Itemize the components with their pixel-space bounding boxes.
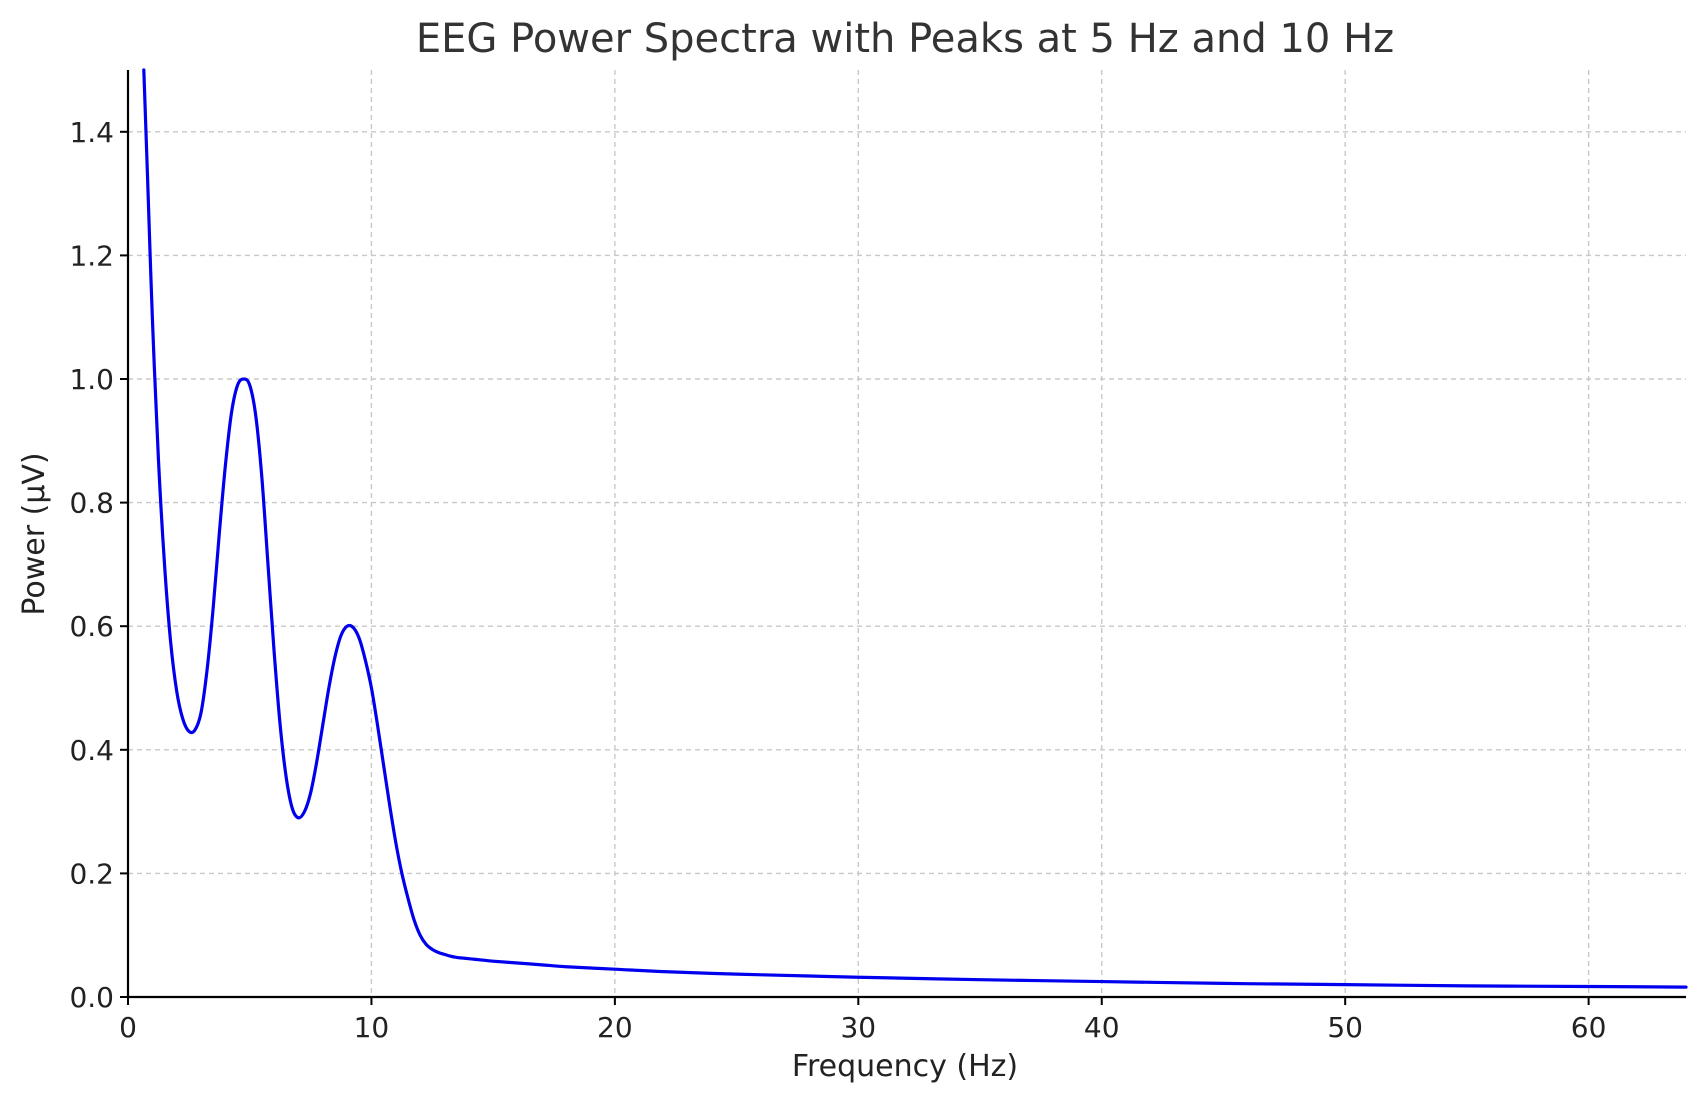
x-tick-label: 40: [1084, 1011, 1120, 1044]
axes: [126, 70, 1686, 999]
series-line: [142, 68, 1688, 989]
x-axis-ticks: 0 10 20 30 40 50 60: [119, 997, 1606, 1044]
y-tick-label: 0.2: [69, 857, 114, 890]
x-tick-label: 0: [119, 1011, 137, 1044]
y-axis-ticks: 0.0 0.2 0.4 0.6 0.8 1.0 1.2 1.4: [69, 116, 128, 1014]
y-tick-label: 0.0: [69, 981, 114, 1014]
x-axis-label: Frequency (Hz): [792, 1049, 1018, 1084]
y-tick-label: 1.0: [69, 363, 114, 396]
x-tick-label: 20: [597, 1011, 633, 1044]
x-tick-label: 60: [1571, 1011, 1607, 1044]
plot-lines: [142, 68, 1688, 989]
y-tick-label: 0.6: [69, 610, 114, 643]
y-tick-label: 0.8: [69, 487, 114, 520]
x-tick-label: 10: [354, 1011, 390, 1044]
y-tick-label: 1.4: [69, 116, 114, 149]
x-tick-label: 30: [840, 1011, 876, 1044]
grid: [128, 70, 1686, 997]
y-tick-label: 1.2: [69, 239, 114, 272]
y-tick-label: 0.4: [69, 734, 114, 767]
y-axis-label: Power (μV): [17, 452, 52, 615]
chart-title: EEG Power Spectra with Peaks at 5 Hz and…: [416, 16, 1394, 62]
x-tick-label: 50: [1327, 1011, 1363, 1044]
